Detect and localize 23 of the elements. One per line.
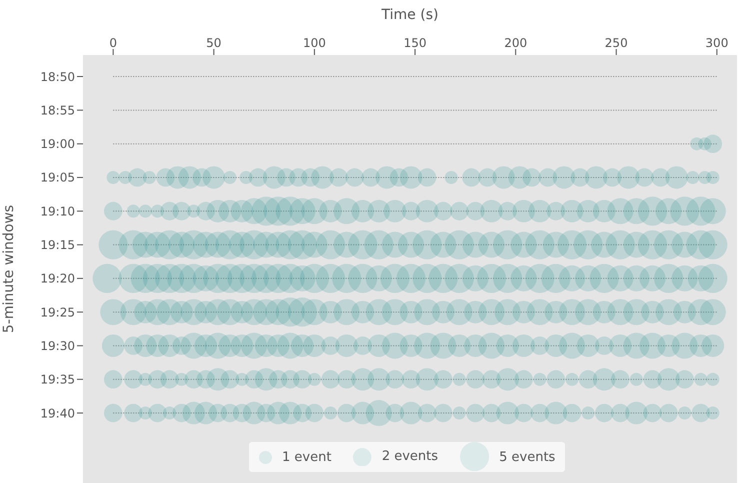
y-tick-label: 19:20 [40, 272, 75, 286]
y-tick-label: 19:30 [40, 338, 75, 353]
y-tick-label: 18:55 [40, 103, 75, 118]
y-tick-label: 19:35 [40, 372, 75, 387]
x-tick-label: 0 [109, 36, 118, 50]
legend-label: 2 events [382, 449, 438, 464]
y-tick-label: 19:10 [40, 204, 75, 218]
y-tick-label: 18:50 [40, 70, 75, 84]
y-axis-title: 5-minute windows [0, 204, 17, 334]
y-tick-label: 19:05 [40, 170, 75, 185]
x-tick-label: 300 [705, 36, 728, 50]
x-tick-label: 250 [604, 36, 628, 50]
y-tick-label: 19:25 [40, 305, 75, 320]
y-tick-label: 19:00 [40, 137, 75, 152]
x-tick-label: 150 [404, 36, 426, 50]
legend-label: 1 event [282, 450, 332, 464]
x-tick-label: 200 [504, 36, 528, 50]
x-tick-label: 100 [302, 36, 326, 50]
y-tick-label: 19:15 [40, 238, 75, 252]
legend-label: 5 events [499, 450, 556, 464]
x-axis-title: Time (s) [380, 6, 438, 23]
x-tick-label: 50 [206, 36, 222, 50]
y-tick-label: 19:40 [40, 406, 75, 420]
